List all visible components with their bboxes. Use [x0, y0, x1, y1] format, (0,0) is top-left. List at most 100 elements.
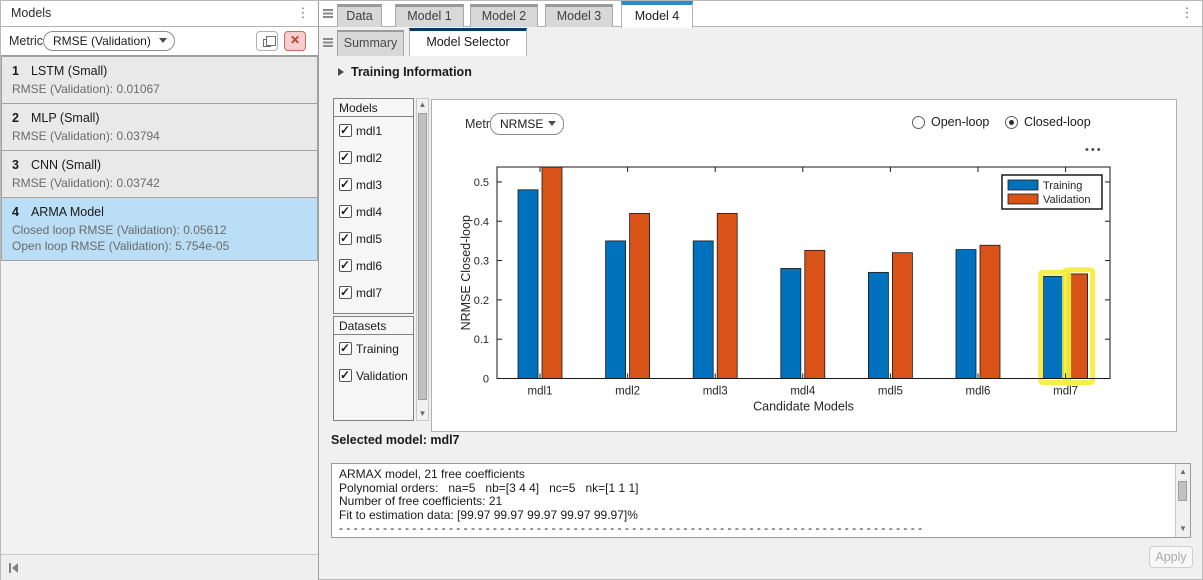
model-item-name: MLP (Small) — [30, 111, 100, 125]
collapse-panel-icon[interactable] — [7, 561, 21, 580]
document-tabstrip: Data Model 1 Model 2 Model 3 Model 4 ⋮ — [319, 1, 1202, 28]
model-item-metric: RMSE (Validation): 0.03794 — [12, 129, 160, 143]
model-checkbox-row-mdl7[interactable]: mdl7 — [334, 279, 413, 306]
selector-scrollbar[interactable]: ▲ ▼ — [416, 98, 429, 421]
dataset-checkbox-row-validation[interactable]: Validation — [334, 362, 413, 389]
model-list-item-mlp-small-[interactable]: 2 MLP (Small) RMSE (Validation): 0.03794 — [1, 104, 318, 151]
model-item-title: 3 CNN (Small) — [12, 158, 307, 172]
axes-box — [496, 166, 1111, 379]
tab-data[interactable]: Data — [337, 4, 382, 27]
details-scrollbar[interactable]: ▲ ▼ — [1175, 464, 1190, 537]
legend-swatch-training — [1007, 179, 1039, 191]
model-checkbox-row-mdl2[interactable]: mdl2 — [334, 144, 413, 171]
collapse-arrow-icon — [338, 68, 344, 76]
model-checkbox-row-mdl3[interactable]: mdl3 — [334, 171, 413, 198]
metric-dropdown-value: RMSE (Validation) — [53, 34, 151, 48]
model-list-item-cnn-small-[interactable]: 3 CNN (Small) RMSE (Validation): 0.03742 — [1, 151, 318, 198]
model-checkbox-row-mdl5[interactable]: mdl5 — [334, 225, 413, 252]
apply-button[interactable]: Apply — [1149, 546, 1193, 568]
chart-metric-value: NRMSE — [500, 117, 544, 131]
copy-view-button[interactable] — [256, 31, 278, 51]
bar-training-mdl6[interactable] — [955, 249, 977, 379]
bar-training-mdl5[interactable] — [867, 271, 889, 379]
tabstrip-menu-icon[interactable]: ⋮ — [1180, 5, 1194, 20]
x-tick-label: mdl1 — [528, 386, 553, 398]
metric-dropdown[interactable]: RMSE (Validation) — [43, 31, 175, 51]
scroll-thumb[interactable] — [418, 113, 427, 400]
models-panel-menu-icon[interactable]: ⋮ — [296, 5, 310, 20]
y-tick-label: 0.1 — [474, 334, 489, 346]
y-tick-label: 0 — [483, 374, 489, 386]
model-item-title: 2 MLP (Small) — [12, 111, 307, 125]
bar-validation-mdl3[interactable] — [716, 212, 738, 379]
scroll-thumb[interactable] — [1178, 481, 1187, 501]
bar-validation-mdl6[interactable] — [979, 244, 1001, 379]
model-details-text: ARMAX model, 21 free coefficients Polynom… — [332, 464, 1175, 537]
model-item-name: LSTM (Small) — [30, 64, 108, 78]
model-selector-content: Training Information Models mdl1 mdl2 mdl3… — [319, 56, 1202, 579]
training-information-toggle[interactable]: Training Information — [338, 65, 472, 79]
subtab-summary[interactable]: Summary — [337, 30, 404, 56]
bar-validation-mdl1[interactable] — [541, 166, 563, 379]
tab-model-4[interactable]: Model 4 — [621, 1, 693, 28]
model-item-name: CNN (Small) — [30, 158, 102, 172]
model-item-index: 1 — [12, 64, 19, 78]
checkbox-mdl1[interactable] — [339, 123, 352, 137]
bar-training-mdl1[interactable] — [517, 189, 539, 379]
bar-chart[interactable]: 0 0.1 0.2 0.3 0.4 0.5 mdl1 mdl2 mdl3 mdl4 mdl5 mdl6… — [432, 100, 1176, 431]
model-checkbox-row-mdl4[interactable]: mdl4 — [334, 198, 413, 225]
model-checkbox-row-mdl6[interactable]: mdl6 — [334, 252, 413, 279]
models-panel: Models ⋮ Metric RMSE (Validation) 1 LSTM … — [1, 1, 319, 580]
radio-circle-icon — [912, 115, 925, 129]
checkbox-mdl2[interactable] — [339, 150, 352, 164]
close-button[interactable] — [284, 31, 306, 51]
y-tick-label: 0.3 — [474, 256, 489, 268]
checkbox-label: Training — [356, 341, 399, 356]
checkbox-mdl7[interactable] — [339, 285, 352, 299]
chevron-down-icon — [548, 121, 556, 126]
bar-validation-mdl2[interactable] — [629, 212, 651, 379]
training-information-label: Training Information — [351, 65, 472, 79]
details-line: Fit to estimation data: [99.97 99.97 99.… — [339, 507, 638, 522]
x-tick-label: mdl6 — [966, 386, 991, 398]
bar-validation-mdl5[interactable] — [891, 252, 913, 379]
drag-handle-icon[interactable] — [323, 38, 333, 47]
tab-model-2[interactable]: Model 2 — [470, 4, 538, 27]
models-metric-toolbar: Metric RMSE (Validation) — [1, 27, 318, 56]
y-tick-label: 0.5 — [474, 177, 489, 189]
subtab-model-selector[interactable]: Model Selector — [409, 28, 527, 56]
checkbox-label: mdl7 — [356, 285, 383, 300]
model-list-item-arma-model[interactable]: 4 ARMA Model Closed loop RMSE (Validation)… — [1, 198, 318, 261]
radio-closed-loop[interactable]: Closed-loop — [1005, 115, 1091, 129]
x-tick-label: mdl3 — [703, 386, 728, 398]
bar-validation-mdl4[interactable] — [804, 249, 826, 379]
model-item-metric: RMSE (Validation): 0.01067 — [12, 82, 160, 96]
checkbox-mdl6[interactable] — [339, 258, 352, 272]
scroll-up-icon[interactable]: ▲ — [418, 100, 427, 109]
checkbox-label: mdl1 — [356, 123, 383, 138]
scroll-down-icon[interactable]: ▼ — [418, 409, 427, 418]
drag-handle-icon[interactable] — [323, 9, 333, 18]
tab-model-3[interactable]: Model 3 — [545, 4, 613, 27]
checkbox-mdl4[interactable] — [339, 204, 352, 218]
checkbox-label: mdl3 — [356, 177, 383, 192]
scroll-up-icon[interactable]: ▲ — [1179, 467, 1187, 476]
checkbox-mdl5[interactable] — [339, 231, 352, 245]
bar-training-mdl7[interactable] — [1043, 275, 1064, 379]
bar-training-mdl4[interactable] — [780, 268, 802, 379]
checkbox-mdl3[interactable] — [339, 177, 352, 191]
bar-training-mdl3[interactable] — [692, 240, 714, 379]
checkbox-training[interactable] — [339, 341, 352, 355]
tab-model-1[interactable]: Model 1 — [395, 4, 464, 27]
scroll-down-icon[interactable]: ▼ — [1179, 524, 1187, 533]
chart-metric-dropdown[interactable]: NRMSE — [490, 113, 564, 135]
highlight-rect-training — [1038, 269, 1072, 385]
bar-training-mdl2[interactable] — [605, 240, 627, 379]
radio-open-loop[interactable]: Open-loop — [912, 115, 989, 129]
model-list-item-lstm-small-[interactable]: 1 LSTM (Small) RMSE (Validation): 0.01067 — [1, 56, 318, 104]
model-item-index: 4 — [12, 205, 19, 219]
model-checkbox-row-mdl1[interactable]: mdl1 — [334, 117, 413, 144]
dataset-checkbox-row-training[interactable]: Training — [334, 335, 413, 362]
checkbox-validation[interactable] — [339, 368, 352, 382]
panel-footer — [1, 554, 318, 580]
